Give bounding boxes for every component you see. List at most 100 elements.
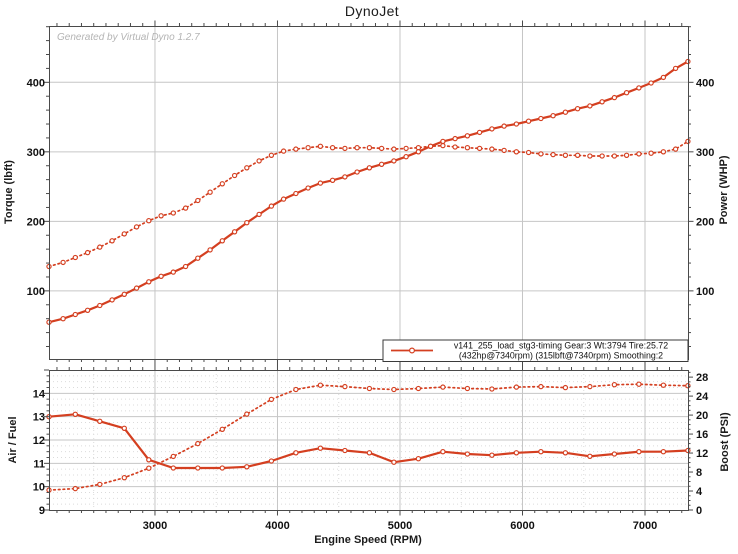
air-fuel-axis-title: Air / Fuel bbox=[7, 416, 19, 463]
tick-label: 200 bbox=[27, 216, 45, 228]
data-point-marker bbox=[171, 211, 175, 215]
data-point-marker bbox=[159, 214, 163, 218]
tick-label: 4 bbox=[696, 486, 703, 498]
data-point-marker bbox=[392, 460, 396, 464]
data-point-marker bbox=[502, 124, 506, 128]
tick-label: 16 bbox=[696, 429, 708, 441]
data-point-marker bbox=[147, 466, 151, 470]
data-point-marker bbox=[220, 427, 224, 431]
data-point-marker bbox=[306, 146, 310, 150]
data-point-marker bbox=[282, 197, 286, 201]
data-point-marker bbox=[600, 100, 604, 104]
data-point-marker bbox=[588, 454, 592, 458]
data-point-marker bbox=[73, 255, 77, 259]
tick-label: 10 bbox=[33, 482, 45, 494]
data-point-marker bbox=[465, 452, 469, 456]
data-point-marker bbox=[649, 81, 653, 85]
data-point-marker bbox=[539, 385, 543, 389]
data-point-marker bbox=[416, 150, 420, 154]
plot-frame bbox=[50, 27, 689, 360]
data-point-marker bbox=[416, 457, 420, 461]
data-point-marker bbox=[576, 153, 580, 157]
data-point-marker bbox=[98, 303, 102, 307]
tick-label: 300 bbox=[696, 147, 714, 159]
data-point-marker bbox=[490, 127, 494, 131]
data-point-marker bbox=[294, 387, 298, 391]
boost-axis-title: Boost (PSI) bbox=[719, 412, 731, 472]
data-point-marker bbox=[588, 385, 592, 389]
top-chart-gridlines bbox=[49, 26, 688, 359]
data-point-marker bbox=[147, 458, 151, 462]
data-point-marker bbox=[514, 150, 518, 154]
data-point-marker bbox=[86, 308, 90, 312]
data-point-marker bbox=[441, 385, 445, 389]
bottom-chart-curves bbox=[47, 382, 690, 492]
tick-label: 5000 bbox=[388, 520, 412, 532]
tick-label: 200 bbox=[696, 216, 714, 228]
data-point-marker bbox=[269, 459, 273, 463]
data-point-marker bbox=[159, 274, 163, 278]
data-point-marker bbox=[576, 107, 580, 111]
data-point-marker bbox=[514, 122, 518, 126]
data-point-marker bbox=[429, 144, 433, 148]
tick-label: 13 bbox=[33, 412, 45, 424]
data-point-marker bbox=[220, 466, 224, 470]
data-point-marker bbox=[184, 206, 188, 210]
data-point-marker bbox=[551, 153, 555, 157]
data-point-marker bbox=[490, 453, 494, 457]
data-point-marker bbox=[171, 270, 175, 274]
engine-speed-axis-title: Engine Speed (RPM) bbox=[314, 534, 422, 546]
data-point-marker bbox=[73, 412, 77, 416]
data-point-marker bbox=[380, 146, 384, 150]
data-point-marker bbox=[171, 454, 175, 458]
top-chart-curves bbox=[47, 59, 690, 324]
data-point-marker bbox=[245, 166, 249, 170]
data-point-marker bbox=[282, 149, 286, 153]
data-point-marker bbox=[478, 130, 482, 134]
data-point-marker bbox=[147, 219, 151, 223]
data-point-marker bbox=[661, 383, 665, 387]
data-point-marker bbox=[367, 166, 371, 170]
data-point-marker bbox=[122, 292, 126, 296]
data-point-marker bbox=[527, 150, 531, 154]
data-point-marker bbox=[343, 385, 347, 389]
tick-label: 20 bbox=[696, 410, 708, 422]
data-point-marker bbox=[367, 146, 371, 150]
data-point-marker bbox=[110, 298, 114, 302]
data-point-marker bbox=[563, 153, 567, 157]
data-point-marker bbox=[674, 66, 678, 70]
tick-label: 400 bbox=[696, 77, 714, 89]
data-point-marker bbox=[539, 450, 543, 454]
data-point-marker bbox=[490, 387, 494, 391]
data-point-marker bbox=[686, 448, 690, 452]
data-point-marker bbox=[441, 139, 445, 143]
power-curve bbox=[47, 59, 690, 324]
data-point-marker bbox=[686, 384, 690, 388]
data-point-marker bbox=[61, 317, 65, 321]
data-point-marker bbox=[612, 154, 616, 158]
data-point-marker bbox=[355, 146, 359, 150]
data-point-marker bbox=[490, 147, 494, 151]
legend-sample-marker-icon bbox=[410, 348, 415, 353]
data-point-marker bbox=[527, 119, 531, 123]
chart-title: DynoJet bbox=[345, 3, 399, 19]
data-point-marker bbox=[625, 91, 629, 95]
data-point-marker bbox=[514, 451, 518, 455]
data-point-marker bbox=[502, 148, 506, 152]
data-point-marker bbox=[637, 450, 641, 454]
data-point-marker bbox=[661, 450, 665, 454]
tick-label: 14 bbox=[33, 388, 46, 400]
tick-label: 28 bbox=[696, 372, 708, 384]
data-point-marker bbox=[465, 386, 469, 390]
tick-label: 300 bbox=[27, 147, 45, 159]
watermark-text: Generated by Virtual Dyno 1.2.7 bbox=[57, 32, 200, 43]
data-point-marker bbox=[245, 465, 249, 469]
data-point-marker bbox=[208, 248, 212, 252]
tick-label: 100 bbox=[27, 286, 45, 298]
data-point-marker bbox=[233, 173, 237, 177]
data-point-marker bbox=[343, 448, 347, 452]
data-point-marker bbox=[171, 466, 175, 470]
data-point-marker bbox=[612, 96, 616, 100]
data-point-marker bbox=[306, 186, 310, 190]
data-point-marker bbox=[98, 482, 102, 486]
